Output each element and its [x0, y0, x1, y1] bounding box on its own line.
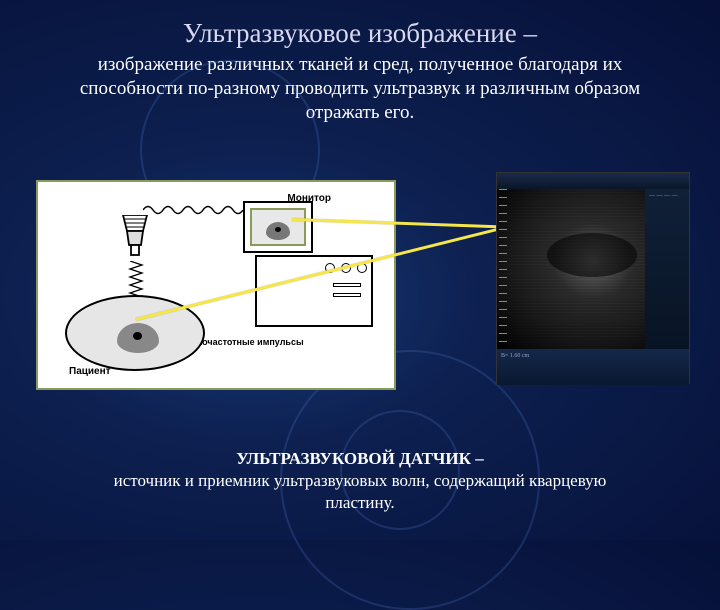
- scan-header: [497, 173, 689, 189]
- slide-subtitle: изображение различных тканей и сред, пол…: [0, 49, 720, 124]
- ultrasound-scan: — — — — B= 1.60 cm: [496, 172, 690, 384]
- diagram-panel: Монитор Пациент Высокочастотные импульсы: [36, 180, 396, 390]
- slide-title: Ультразвуковое изображение –: [0, 0, 720, 49]
- probe-cable: [143, 203, 243, 217]
- lesion-icon: [117, 323, 159, 353]
- monitor-screen: [250, 208, 306, 246]
- caption-heading: УЛЬТРАЗВУКОВОЙ ДАТЧИК –: [236, 449, 483, 468]
- scan-dark-region: [547, 233, 637, 277]
- slot-icon: [333, 293, 361, 297]
- caption-body: источник и приемник ультразвуковых волн,…: [114, 471, 607, 512]
- slot-icon: [333, 283, 361, 287]
- diagram-inner: Монитор Пациент Высокочастотные импульсы: [43, 187, 389, 383]
- bottom-caption: УЛЬТРАЗВУКОВОЙ ДАТЧИК – источник и прием…: [0, 448, 720, 514]
- probe-icon: [117, 215, 153, 257]
- monitor: [243, 201, 313, 253]
- scan-footer: B= 1.60 cm: [497, 349, 689, 385]
- label-patient: Пациент: [69, 366, 111, 377]
- scan-side-panel: — — — —: [645, 189, 689, 349]
- lesion-on-screen-icon: [266, 222, 290, 240]
- pulse-waves-icon: [127, 261, 145, 299]
- scan-ruler: [499, 189, 507, 347]
- scan-body: — — — —: [497, 189, 689, 349]
